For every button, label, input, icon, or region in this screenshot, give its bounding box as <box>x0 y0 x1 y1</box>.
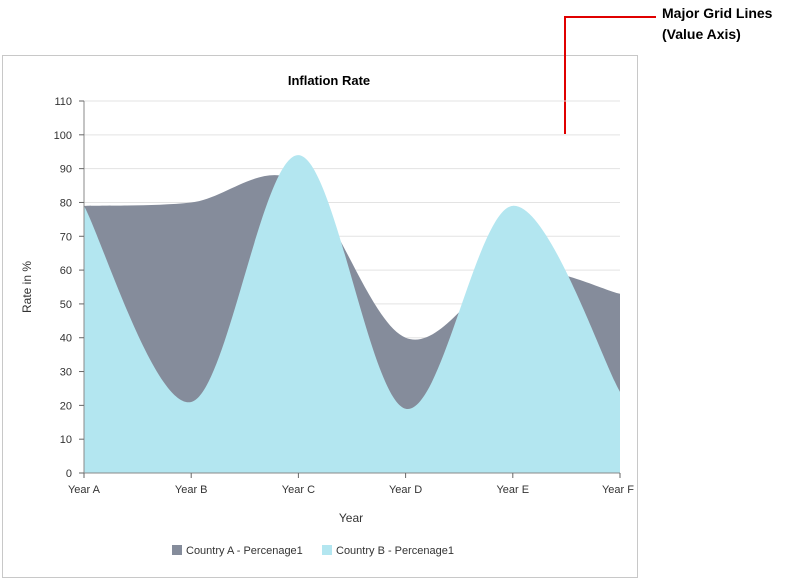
y-tick-labels: 0 10 20 30 40 50 60 70 80 90 100 110 <box>54 96 84 480</box>
legend-swatch <box>172 545 182 555</box>
y-tick-label: 100 <box>54 130 72 142</box>
y-tick-label: 80 <box>60 197 72 209</box>
y-tick-label: 60 <box>60 265 72 277</box>
x-tick-label: Year E <box>496 484 529 496</box>
legend-label: Country B - Percenage1 <box>336 545 454 557</box>
callout-text-line2: (Value Axis) <box>662 26 741 42</box>
x-tick-labels: Year A Year B Year C Year D Year E Year F <box>68 473 634 496</box>
y-tick-label: 110 <box>54 96 72 108</box>
x-tick-label: Year D <box>389 484 422 496</box>
y-tick-label: 10 <box>60 434 72 446</box>
legend-label: Country A - Percenage1 <box>186 545 303 557</box>
x-axis-title: Year <box>339 511 363 525</box>
y-tick-label: 0 <box>66 468 72 480</box>
y-tick-label: 50 <box>60 299 72 311</box>
y-tick-label: 40 <box>60 333 72 345</box>
callout-text-line1: Major Grid Lines <box>662 5 773 21</box>
y-tick-label: 90 <box>60 164 72 176</box>
callout-leader-line <box>564 16 656 134</box>
y-tick-label: 20 <box>60 400 72 412</box>
x-tick-label: Year F <box>602 484 634 496</box>
legend: Country A - Percenage1 Country B - Percen… <box>172 545 454 557</box>
x-tick-label: Year B <box>175 484 208 496</box>
x-tick-label: Year C <box>282 484 315 496</box>
legend-swatch <box>322 545 332 555</box>
x-tick-label: Year A <box>68 484 101 496</box>
series-areas <box>84 155 620 474</box>
chart-title: Inflation Rate <box>288 73 370 88</box>
y-axis-title: Rate in % <box>20 261 34 313</box>
y-tick-label: 30 <box>60 367 72 379</box>
axes <box>83 101 620 474</box>
series-area-country-b <box>84 155 620 474</box>
y-tick-label: 70 <box>60 231 72 243</box>
